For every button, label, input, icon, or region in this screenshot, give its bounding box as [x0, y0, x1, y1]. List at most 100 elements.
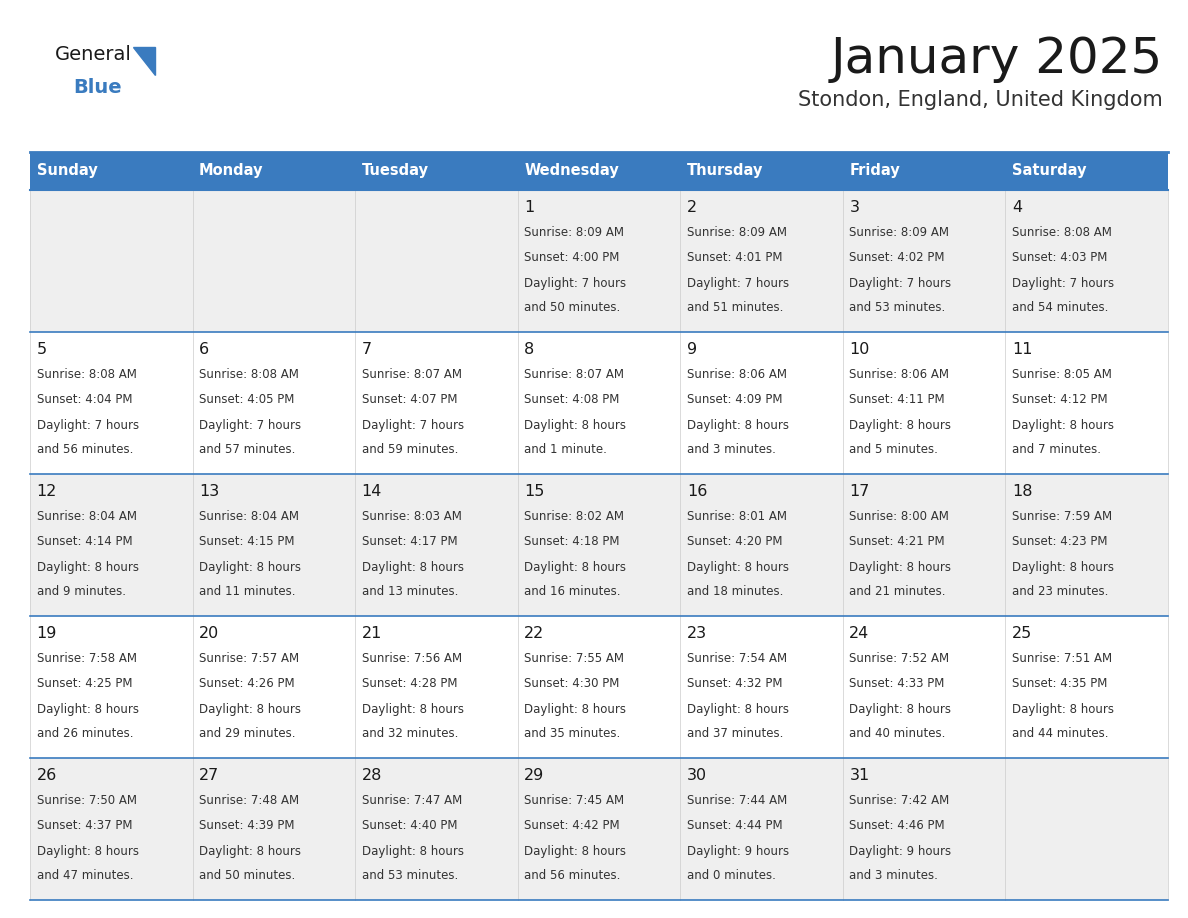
Bar: [30, 474, 192, 616]
Text: Sunrise: 8:04 AM: Sunrise: 8:04 AM: [200, 509, 299, 522]
Text: Thursday: Thursday: [687, 163, 763, 178]
Text: Sunrise: 7:55 AM: Sunrise: 7:55 AM: [524, 652, 624, 665]
Text: 2: 2: [687, 200, 697, 215]
Text: Sunrise: 7:48 AM: Sunrise: 7:48 AM: [200, 793, 299, 807]
Text: Daylight: 8 hours: Daylight: 8 hours: [524, 845, 626, 857]
Text: 7: 7: [361, 341, 372, 357]
Text: 25: 25: [1012, 626, 1032, 641]
Text: and 13 minutes.: and 13 minutes.: [361, 585, 459, 598]
Text: Sunrise: 8:00 AM: Sunrise: 8:00 AM: [849, 509, 949, 522]
Text: and 5 minutes.: and 5 minutes.: [849, 442, 939, 455]
Text: Daylight: 8 hours: Daylight: 8 hours: [1012, 419, 1114, 431]
Text: Sunset: 4:00 PM: Sunset: 4:00 PM: [524, 251, 620, 264]
Text: Sunrise: 8:05 AM: Sunrise: 8:05 AM: [1012, 367, 1112, 380]
Bar: [355, 616, 518, 758]
Text: Friday: Friday: [849, 163, 901, 178]
Text: Sunset: 4:37 PM: Sunset: 4:37 PM: [37, 819, 132, 832]
Text: and 50 minutes.: and 50 minutes.: [524, 301, 620, 314]
Text: Sunset: 4:35 PM: Sunset: 4:35 PM: [1012, 677, 1107, 690]
Text: Sunset: 4:42 PM: Sunset: 4:42 PM: [524, 819, 620, 832]
Text: and 44 minutes.: and 44 minutes.: [1012, 727, 1108, 740]
Bar: [681, 332, 842, 474]
Bar: [192, 332, 355, 474]
Text: Sunset: 4:32 PM: Sunset: 4:32 PM: [687, 677, 782, 690]
Text: 14: 14: [361, 484, 383, 499]
Text: 3: 3: [849, 200, 859, 215]
Text: and 59 minutes.: and 59 minutes.: [361, 442, 459, 455]
Bar: [842, 190, 1005, 332]
Text: Sunrise: 7:57 AM: Sunrise: 7:57 AM: [200, 652, 299, 665]
Text: Daylight: 7 hours: Daylight: 7 hours: [37, 419, 139, 431]
Text: 21: 21: [361, 626, 383, 641]
Text: Sunrise: 7:45 AM: Sunrise: 7:45 AM: [524, 793, 625, 807]
Text: and 7 minutes.: and 7 minutes.: [1012, 442, 1101, 455]
Text: Sunrise: 7:42 AM: Sunrise: 7:42 AM: [849, 793, 949, 807]
Bar: [681, 616, 842, 758]
Text: Sunset: 4:03 PM: Sunset: 4:03 PM: [1012, 251, 1107, 264]
Text: Sunrise: 7:56 AM: Sunrise: 7:56 AM: [361, 652, 462, 665]
Bar: [842, 474, 1005, 616]
Text: and 16 minutes.: and 16 minutes.: [524, 585, 620, 598]
Text: Sunset: 4:08 PM: Sunset: 4:08 PM: [524, 393, 620, 406]
Text: 24: 24: [849, 626, 870, 641]
Bar: [355, 190, 518, 332]
Bar: [681, 190, 842, 332]
Text: Sunrise: 7:59 AM: Sunrise: 7:59 AM: [1012, 509, 1112, 522]
Text: Daylight: 8 hours: Daylight: 8 hours: [37, 561, 139, 574]
Text: and 37 minutes.: and 37 minutes.: [687, 727, 783, 740]
Bar: [30, 616, 192, 758]
Bar: [1005, 332, 1168, 474]
Bar: [518, 616, 681, 758]
Text: Sunset: 4:15 PM: Sunset: 4:15 PM: [200, 535, 295, 548]
Bar: [30, 758, 192, 900]
Text: Sunrise: 7:58 AM: Sunrise: 7:58 AM: [37, 652, 137, 665]
Text: Sunrise: 8:01 AM: Sunrise: 8:01 AM: [687, 509, 786, 522]
Text: 23: 23: [687, 626, 707, 641]
Text: and 23 minutes.: and 23 minutes.: [1012, 585, 1108, 598]
Text: Sunrise: 7:50 AM: Sunrise: 7:50 AM: [37, 793, 137, 807]
Text: and 26 minutes.: and 26 minutes.: [37, 727, 133, 740]
Text: Sunset: 4:14 PM: Sunset: 4:14 PM: [37, 535, 132, 548]
Bar: [518, 474, 681, 616]
Text: and 47 minutes.: and 47 minutes.: [37, 868, 133, 882]
Text: and 56 minutes.: and 56 minutes.: [37, 442, 133, 455]
Bar: [842, 152, 1005, 190]
Text: Sunset: 4:02 PM: Sunset: 4:02 PM: [849, 251, 944, 264]
Text: Sunrise: 8:03 AM: Sunrise: 8:03 AM: [361, 509, 461, 522]
Text: Sunset: 4:04 PM: Sunset: 4:04 PM: [37, 393, 132, 406]
Text: and 50 minutes.: and 50 minutes.: [200, 868, 296, 882]
Text: Daylight: 8 hours: Daylight: 8 hours: [524, 561, 626, 574]
Text: Sunrise: 8:08 AM: Sunrise: 8:08 AM: [37, 367, 137, 380]
Text: 26: 26: [37, 768, 57, 783]
Text: Sunrise: 8:04 AM: Sunrise: 8:04 AM: [37, 509, 137, 522]
Text: Daylight: 8 hours: Daylight: 8 hours: [1012, 561, 1114, 574]
Text: 22: 22: [524, 626, 544, 641]
Text: 1: 1: [524, 200, 535, 215]
Text: Sunset: 4:44 PM: Sunset: 4:44 PM: [687, 819, 783, 832]
Text: 30: 30: [687, 768, 707, 783]
Bar: [192, 190, 355, 332]
Text: Daylight: 9 hours: Daylight: 9 hours: [687, 845, 789, 857]
Text: Sunset: 4:23 PM: Sunset: 4:23 PM: [1012, 535, 1107, 548]
Text: Sunset: 4:07 PM: Sunset: 4:07 PM: [361, 393, 457, 406]
Bar: [192, 758, 355, 900]
Text: and 3 minutes.: and 3 minutes.: [849, 868, 939, 882]
Text: Daylight: 7 hours: Daylight: 7 hours: [849, 276, 952, 289]
Bar: [1005, 758, 1168, 900]
Text: Daylight: 8 hours: Daylight: 8 hours: [524, 419, 626, 431]
Bar: [192, 152, 355, 190]
Text: Daylight: 7 hours: Daylight: 7 hours: [1012, 276, 1114, 289]
Text: and 53 minutes.: and 53 minutes.: [361, 868, 457, 882]
Text: 13: 13: [200, 484, 220, 499]
Text: Sunset: 4:11 PM: Sunset: 4:11 PM: [849, 393, 944, 406]
Text: Sunset: 4:40 PM: Sunset: 4:40 PM: [361, 819, 457, 832]
Bar: [681, 152, 842, 190]
Text: Sunset: 4:28 PM: Sunset: 4:28 PM: [361, 677, 457, 690]
Text: Tuesday: Tuesday: [361, 163, 429, 178]
Text: Sunset: 4:46 PM: Sunset: 4:46 PM: [849, 819, 944, 832]
Bar: [681, 758, 842, 900]
Text: and 53 minutes.: and 53 minutes.: [849, 301, 946, 314]
Text: Daylight: 7 hours: Daylight: 7 hours: [524, 276, 626, 289]
Bar: [355, 152, 518, 190]
Text: January 2025: January 2025: [830, 35, 1163, 83]
